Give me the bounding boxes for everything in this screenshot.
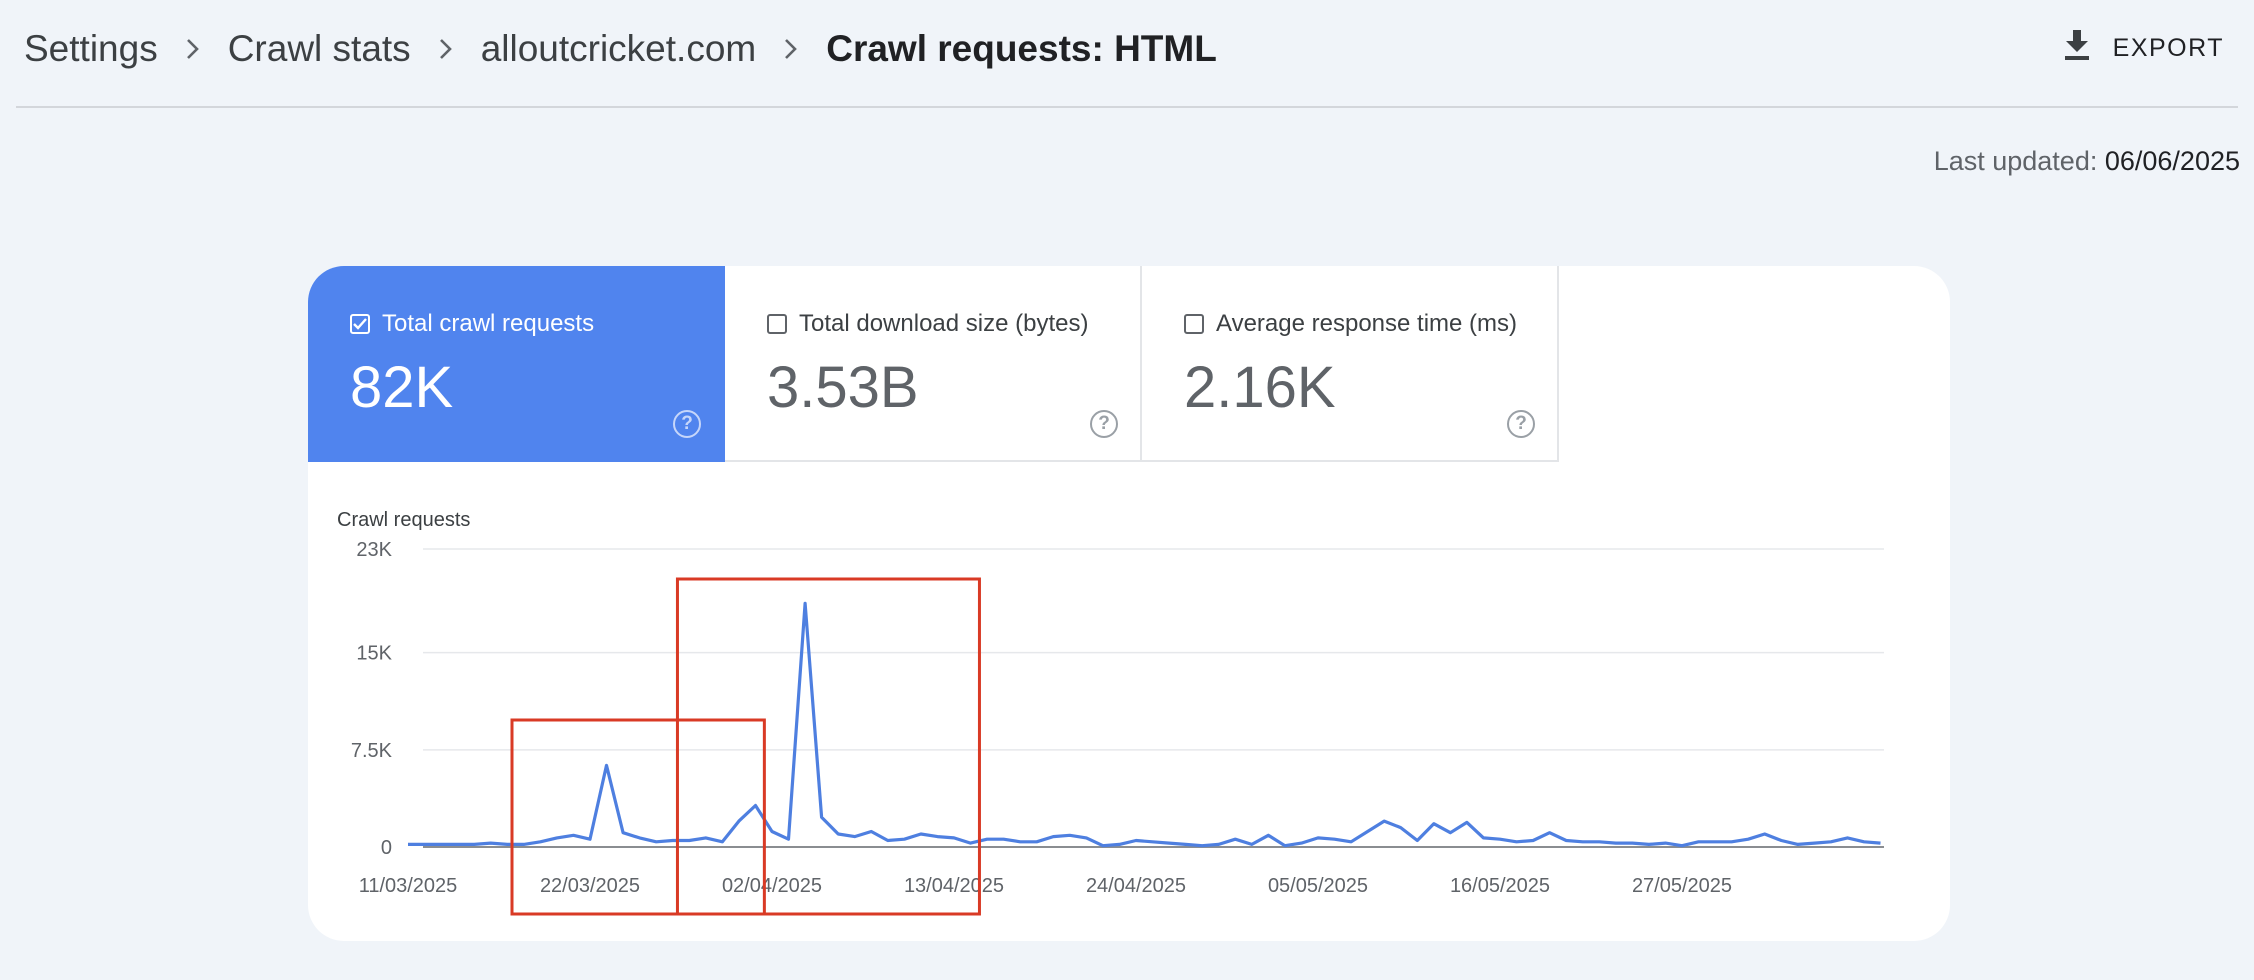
help-icon[interactable]: ? — [1090, 410, 1118, 438]
help-icon[interactable]: ? — [673, 410, 701, 438]
x-tick-label: 22/03/2025 — [540, 875, 640, 897]
export-label: EXPORT — [2112, 34, 2224, 62]
chart-title: Crawl requests — [337, 509, 470, 531]
y-tick-label: 23K — [356, 539, 392, 561]
breadcrumb-item-crawl-stats[interactable]: Crawl stats — [227, 28, 411, 69]
page-header: Settings Crawl stats alloutcricket.com C… — [16, 0, 2238, 108]
metric-label: Total crawl requests — [382, 310, 595, 337]
breadcrumb-item-settings[interactable]: Settings — [24, 28, 158, 69]
chevron-right-icon — [411, 37, 481, 61]
highlight-layer — [510, 577, 981, 916]
checkbox-unchecked-icon[interactable] — [1184, 314, 1204, 334]
page-title: Crawl requests: HTML — [826, 28, 1217, 69]
metric-label: Average response time (ms) — [1216, 310, 1518, 337]
y-axis-ticks: 0 7.5K 15K 23K — [351, 539, 393, 859]
chevron-right-icon — [158, 37, 228, 61]
y-tick-label: 15K — [356, 643, 392, 665]
x-tick-label: 11/03/2025 — [359, 875, 458, 897]
chart-grid — [423, 548, 1884, 848]
metric-label: Total download size (bytes) — [799, 310, 1089, 337]
y-tick-label: 0 — [381, 837, 392, 859]
series-line — [408, 601, 1881, 848]
chevron-right-icon — [756, 37, 826, 61]
metric-value: 3.53B — [767, 355, 919, 420]
help-icon[interactable]: ? — [1507, 410, 1535, 438]
x-axis-ticks: 11/03/2025 22/03/2025 02/04/2025 13/04/2025… — [359, 875, 1732, 897]
highlight-box — [675, 577, 981, 916]
metric-tile-header: Total crawl requests — [350, 310, 594, 338]
checkbox-checked-icon[interactable] — [350, 314, 370, 334]
breadcrumb: Settings Crawl stats alloutcricket.com C… — [24, 28, 1217, 70]
export-button[interactable]: EXPORT — [2063, 28, 2224, 69]
x-tick-label: 05/05/2025 — [1268, 875, 1368, 897]
x-tick-label: 02/04/2025 — [722, 875, 822, 897]
crawl-requests-chart: Crawl requests 0 7.5K 15K 23K 11/03/2025 22/… — [337, 509, 1884, 916]
metric-tile-total-crawl-requests[interactable]: Total crawl requests 82K ? — [308, 266, 725, 462]
metric-tile-header: Total download size (bytes) — [767, 310, 1088, 338]
last-updated-label: Last updated: — [1933, 146, 2098, 176]
highlight-box — [510, 718, 766, 916]
x-tick-label: 27/05/2025 — [1632, 875, 1732, 897]
series-layer — [408, 601, 1881, 848]
checkbox-unchecked-icon[interactable] — [767, 314, 787, 334]
metric-tile-average-response-time[interactable]: Average response time (ms) 2.16K ? — [1142, 266, 1559, 462]
download-icon — [2063, 28, 2091, 69]
breadcrumb-item-host[interactable]: alloutcricket.com — [480, 28, 757, 69]
metric-value: 82K — [350, 355, 454, 420]
x-tick-label: 24/04/2025 — [1086, 875, 1186, 897]
y-tick-label: 7.5K — [351, 740, 393, 762]
last-updated: Last updated: 06/06/2025 — [1934, 146, 2240, 177]
crawl-stats-card: Total crawl requests 82K ? Total downloa… — [308, 266, 1950, 941]
metric-tiles: Total crawl requests 82K ? Total downloa… — [308, 266, 1559, 462]
last-updated-value: 06/06/2025 — [2104, 146, 2240, 176]
metric-tile-total-download-size[interactable]: Total download size (bytes) 3.53B ? — [725, 266, 1142, 462]
x-tick-label: 16/05/2025 — [1450, 875, 1550, 897]
x-tick-label: 13/04/2025 — [904, 875, 1004, 897]
metric-tile-header: Average response time (ms) — [1184, 310, 1517, 338]
metric-value: 2.16K — [1184, 355, 1336, 420]
